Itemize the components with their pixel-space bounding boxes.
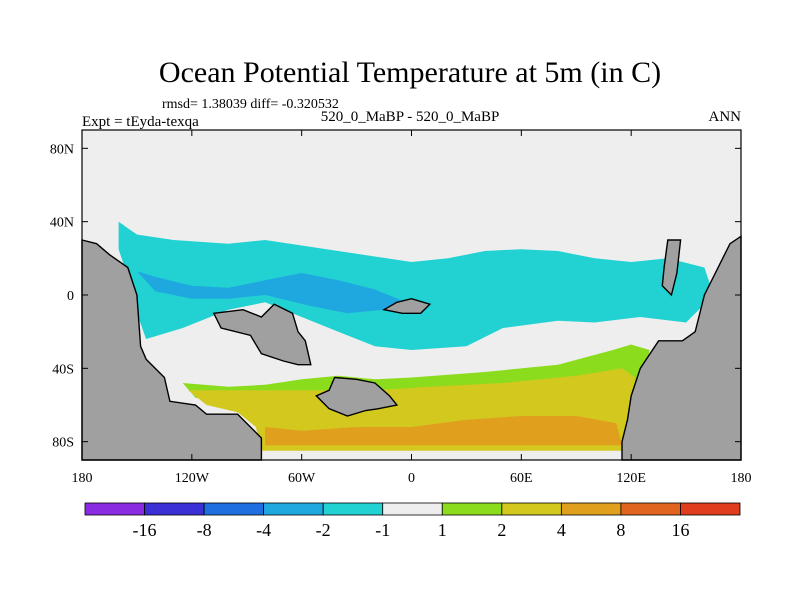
colorbar-swatch [560,502,622,516]
y-tick-label: 80S [52,436,74,451]
region-land-east [621,234,742,461]
x-tick-label: 0 [408,471,415,486]
case-label: 520_0_MaBP - 520_0_MaBP [321,109,500,125]
region-land-island-west [212,303,312,366]
y-tick-label: 0 [67,289,74,304]
colorbar-swatch [84,502,145,516]
x-tick-label: 60E [510,471,533,486]
colorbar-swatch [501,502,562,516]
y-tick-label: 40S [52,362,74,377]
chart-title: Ocean Potential Temperature at 5m (in C) [159,56,661,89]
x-tick-label: 60W [288,471,316,486]
colorbar-label: 1 [438,520,447,540]
experiment-label: Expt = tEyda-texqa [82,114,199,130]
colorbar-label: 2 [497,520,506,540]
x-tick-label: 120W [175,471,210,486]
x-tick-label: 180 [731,471,752,486]
y-tick-label: 40N [50,216,74,231]
map-field [81,130,742,461]
region-tropics-cyan [118,221,714,350]
colorbar-swatch [203,502,265,516]
colorbar-label: -8 [197,520,212,540]
y-tick-label: 80N [50,142,74,157]
stats-line: rmsd= 1.38039 diff= -0.320532 [162,97,339,112]
colorbar-swatch [263,502,324,516]
colorbar-label: 16 [671,520,689,540]
region-south-orange [265,416,622,446]
colorbar: -16 -8 -4 -2 -1 1 2 4 8 16 [84,502,741,540]
region-land-west [81,239,263,461]
colorbar-swatch [144,502,205,516]
colorbar-swatch [322,502,384,516]
colorbar-label: -16 [133,520,157,540]
colorbar-swatch [382,502,443,516]
colorbar-swatch [680,502,741,516]
colorbar-label: 8 [616,520,625,540]
colorbar-label: -4 [256,520,271,540]
colorbar-label: -1 [375,520,390,540]
x-tick-label: 180 [72,471,93,486]
map-frame: 180 120W 60W 0 60E 120E 180 80N 40N 0 40S 80S [50,129,752,486]
colorbar-swatch [441,502,503,516]
region-land-island-south [315,376,399,417]
region-land-island-east [661,239,682,297]
season-label: ANN [709,109,742,125]
colorbar-label: -2 [316,520,331,540]
region-land-island-mid [382,297,432,314]
colorbar-swatch [620,502,681,516]
region-tropics-blue [136,271,403,314]
colorbar-label: 4 [557,520,566,540]
x-tick-label: 120E [616,471,646,486]
